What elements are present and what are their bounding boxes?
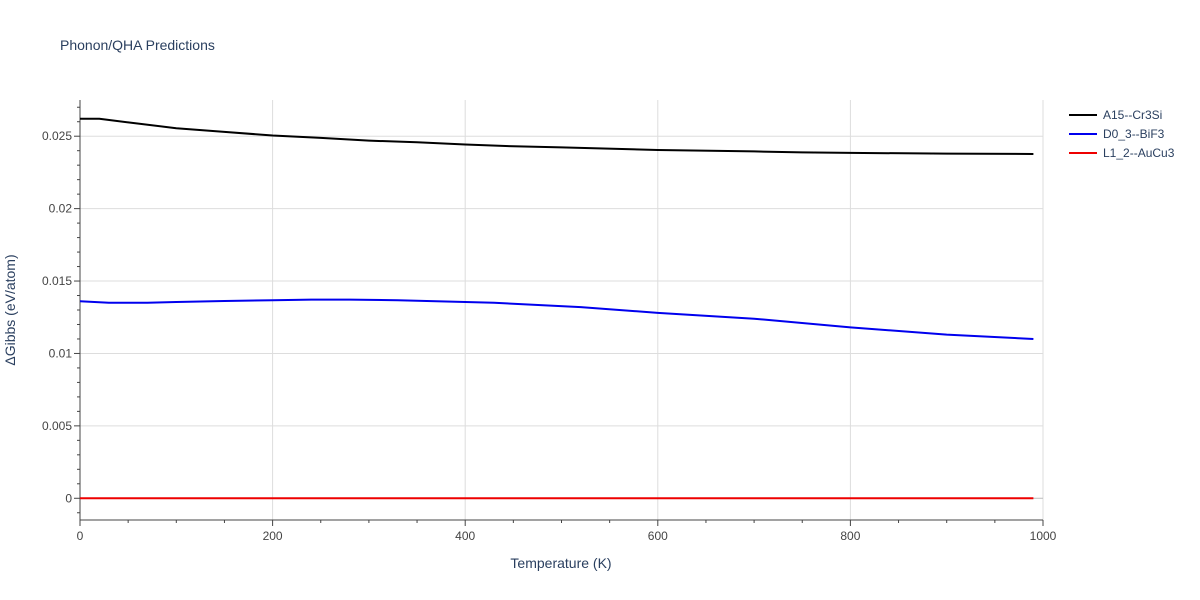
grid bbox=[80, 100, 1044, 520]
y-tick-label: 0 bbox=[65, 491, 72, 505]
x-tick-label: 400 bbox=[455, 529, 475, 543]
x-axis-label: Temperature (K) bbox=[510, 555, 611, 571]
x-tick-label: 0 bbox=[77, 529, 84, 543]
legend-label: D0_3--BiF3 bbox=[1103, 127, 1165, 141]
y-tick-label: 0.015 bbox=[42, 274, 72, 288]
y-tick-label: 0.005 bbox=[42, 419, 72, 433]
legend-item[interactable]: A15--Cr3Si bbox=[1069, 108, 1162, 122]
y-tick-label: 0.025 bbox=[42, 129, 72, 143]
axes bbox=[74, 100, 1044, 526]
plot-area bbox=[79, 117, 1034, 500]
legend-item[interactable]: D0_3--BiF3 bbox=[1069, 127, 1165, 141]
legend[interactable]: A15--Cr3Si D0_3--BiF3 L1_2--AuCu3 bbox=[1069, 108, 1175, 160]
legend-label: L1_2--AuCu3 bbox=[1103, 146, 1175, 160]
legend-item[interactable]: L1_2--AuCu3 bbox=[1069, 146, 1175, 160]
legend-label: A15--Cr3Si bbox=[1103, 108, 1162, 122]
x-tick-label: 800 bbox=[840, 529, 860, 543]
y-tick-label: 0.01 bbox=[49, 346, 73, 360]
y-tick-label: 0.02 bbox=[49, 202, 73, 216]
chart-title: Phonon/QHA Predictions bbox=[60, 37, 215, 53]
x-tick-label: 200 bbox=[263, 529, 283, 543]
y-axis-label: ΔGibbs (eV/atom) bbox=[2, 254, 18, 365]
series-line-a15-cr3si bbox=[80, 117, 1034, 155]
series-line-d0-3-bif3 bbox=[79, 298, 1034, 340]
x-tick-label: 600 bbox=[648, 529, 668, 543]
tick-labels: 0 200 400 600 800 1000 0 0.005 0.01 0.015 0.02 0.02… bbox=[42, 129, 1057, 543]
x-tick-label: 1000 bbox=[1030, 529, 1057, 543]
